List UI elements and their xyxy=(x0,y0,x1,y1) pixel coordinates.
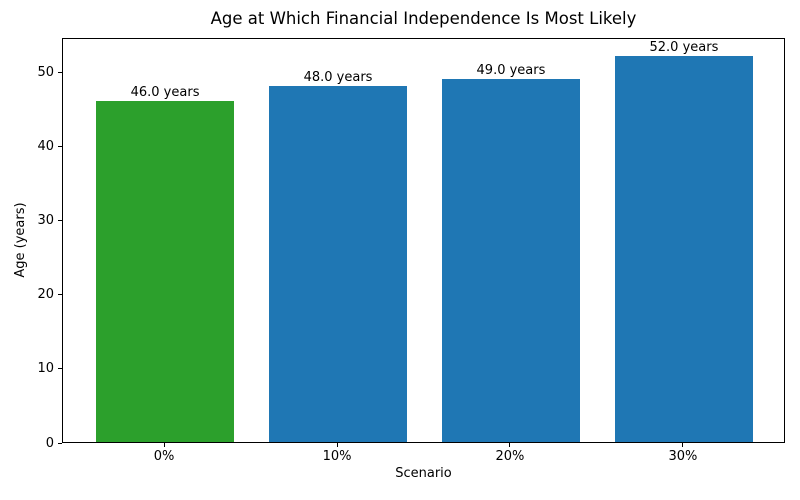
x-tick-label: 30% xyxy=(668,449,698,464)
bar-value-label: 48.0 years xyxy=(303,69,373,85)
y-tick-label: 50 xyxy=(37,64,54,80)
y-tick xyxy=(57,71,62,73)
y-tick-label: 10 xyxy=(37,361,54,377)
y-axis-label: Age (years) xyxy=(13,202,28,278)
x-tick-label: 0% xyxy=(153,449,175,464)
y-tick-label: 20 xyxy=(37,287,54,303)
chart-title: Age at Which Financial Independence Is M… xyxy=(210,9,637,28)
bar-value-label: 52.0 years xyxy=(649,40,719,56)
y-tick-label: 40 xyxy=(37,138,54,154)
bar-10% xyxy=(268,85,408,442)
y-tick xyxy=(57,294,62,296)
y-tick xyxy=(57,145,62,147)
bar-20% xyxy=(441,78,581,442)
bar-30% xyxy=(614,56,754,442)
bar-value-label: 46.0 years xyxy=(130,84,200,100)
x-tick xyxy=(509,443,511,447)
x-tick xyxy=(336,443,338,447)
bar-0% xyxy=(95,100,235,442)
x-tick xyxy=(682,443,684,447)
x-tick xyxy=(163,443,165,447)
y-tick xyxy=(57,442,62,444)
x-axis-label: Scenario xyxy=(395,466,452,481)
y-tick xyxy=(57,219,62,221)
bar-value-label: 49.0 years xyxy=(476,62,546,78)
plot-area: 46.0 years 48.0 years 49.0 years 52.0 years xyxy=(62,38,785,443)
y-tick-label: 30 xyxy=(37,212,54,228)
y-tick xyxy=(57,368,62,370)
y-tick-label: 0 xyxy=(45,435,54,451)
x-tick-label: 20% xyxy=(495,449,525,464)
x-tick-label: 10% xyxy=(322,449,352,464)
